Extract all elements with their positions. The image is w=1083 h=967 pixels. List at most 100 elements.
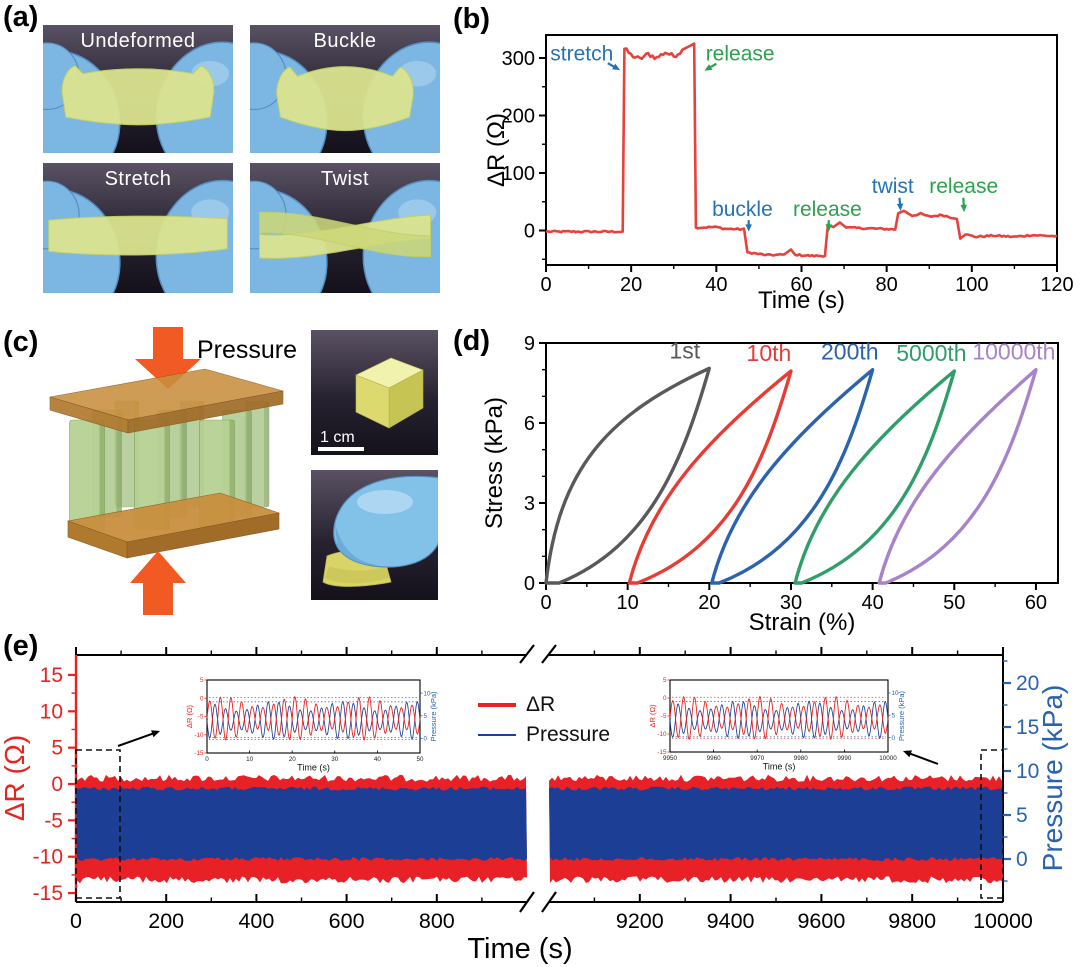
scale-bar	[318, 447, 364, 451]
diagram-c-pressure-schematic: Pressure	[49, 327, 297, 615]
c-pillar-shade	[116, 410, 122, 517]
e-axis-break	[519, 644, 535, 664]
e-left-tick-label: 15	[40, 664, 63, 687]
e-right-tick-label: 20	[1016, 672, 1039, 695]
e-inset-left-left-tick-label: -10	[194, 732, 204, 739]
e-inset-left-x-tick-label: 0	[205, 756, 209, 763]
e-inset-right-left-axis-title: ΔR (Ω)	[648, 704, 657, 728]
e-x-tick-label: 400	[238, 909, 274, 933]
e-inset-right-left-tick-label: -15	[657, 749, 667, 756]
e-inset-right-x-tick-label: 9980	[794, 755, 809, 762]
c-pressure-arrow-down	[153, 327, 183, 359]
d-x-axis-title: Strain (%)	[749, 609, 856, 636]
e-right-axis-title: Pressure (kPa)	[1037, 685, 1068, 872]
arrow-line	[906, 751, 939, 765]
d-y-tick-label: 0	[524, 573, 535, 595]
e-inset-right-right-axis-title: Pressure (kPa)	[897, 690, 906, 741]
photo-twist-image	[250, 163, 440, 293]
e-x-tick-label: 0	[70, 909, 82, 933]
e-x-tick-label: 9400	[707, 909, 755, 933]
e-x-tick-label: 200	[148, 909, 184, 933]
e-axis-break	[541, 891, 557, 913]
e-pressure-band	[549, 786, 1003, 861]
arrow-head	[825, 224, 833, 232]
b-y-tick-label: 300	[502, 48, 535, 70]
e-inset-right-x-tick-label: 10000	[879, 755, 897, 762]
d-series-label-200th: 200th	[821, 339, 879, 365]
d-series-label-1st: 1st	[669, 337, 700, 363]
arrow-head	[704, 64, 713, 71]
c-diagram-shape	[127, 390, 284, 434]
panel-c-label: (c)	[3, 326, 39, 358]
b-x-tick-label: 60	[790, 274, 812, 296]
pressed-cube-shade	[325, 566, 389, 584]
photo-cube-image: 1 cm	[311, 330, 438, 455]
sample-strip	[48, 215, 228, 256]
d-series-label-5000th: 5000th	[896, 340, 966, 366]
e-inset-right-right-tick-label: 5	[892, 712, 896, 719]
c-pillar-shade	[181, 410, 187, 517]
e-left-tick-label: -5	[44, 809, 63, 832]
e-inset-left-right-tick-label: 0	[424, 736, 428, 743]
e-inset-right-x-tick-label: 9960	[707, 755, 722, 762]
e-zoom-box-right	[980, 749, 1004, 899]
b-x-tick-label: 100	[955, 274, 988, 296]
b-annotation-buckle: buckle	[712, 198, 773, 221]
c-pillar	[69, 419, 105, 531]
sample-strip	[276, 66, 414, 132]
b-y-axis-title: ΔR (Ω)	[483, 113, 510, 187]
b-annotation-release: release	[929, 175, 998, 198]
b-x-tick-label: 40	[705, 274, 727, 296]
e-inset-right-right-tick-label: 10	[892, 690, 900, 697]
d-loop-5000th	[793, 369, 956, 585]
e-left-tick-label: -15	[33, 882, 63, 905]
arrow-line	[117, 731, 157, 747]
b-series-dR	[545, 42, 1058, 258]
photo-stretch-image	[43, 163, 233, 293]
c-diagram-shape	[135, 359, 201, 389]
legend-pressure-line	[478, 733, 516, 737]
e-left-tick-label: -10	[33, 846, 63, 869]
b-annotation-stretch: stretch	[550, 42, 613, 65]
photo-twist: Twist	[250, 163, 440, 293]
photo-stretch-label: Stretch	[104, 168, 172, 190]
legend-dr-line	[478, 703, 516, 707]
sample-strip	[61, 65, 215, 126]
e-left-tick-label: 0	[51, 773, 63, 796]
c-diagram-shape	[126, 512, 280, 559]
photo-cube: 1 cm	[311, 330, 438, 455]
e-inset-left-right-tick-label: 10	[424, 690, 432, 697]
arrow-head	[896, 203, 904, 211]
e-left-tick-label: 5	[51, 737, 63, 760]
d-x-tick-label: 40	[862, 592, 884, 614]
e-inset-right-left-tick-label: 0	[663, 695, 667, 702]
e-axis-break	[519, 891, 535, 913]
c-pillar-shade	[246, 410, 252, 517]
c-pillar-shade	[229, 420, 235, 530]
cube-face	[355, 374, 390, 429]
d-x-tick-label: 60	[1025, 592, 1047, 614]
d-plot-frame	[545, 342, 1059, 584]
c-diagram-shape	[130, 551, 186, 583]
e-inset-left-left-tick-label: 5	[200, 677, 204, 684]
photo-buckle-label: Buckle	[313, 30, 377, 52]
panel-e-label: (e)	[3, 630, 39, 662]
panel-b-label: (b)	[453, 3, 491, 35]
b-x-axis-title: Time (s)	[758, 287, 845, 314]
photo-buckle: Buckle	[250, 25, 440, 153]
b-y-tick-label: 100	[502, 163, 535, 185]
b-x-tick-label: 0	[540, 274, 551, 296]
arrow-head	[745, 224, 752, 232]
e-inset-left-x-tick-label: 30	[331, 756, 339, 763]
b-x-tick-label: 20	[620, 274, 642, 296]
e-x-tick-label: 9800	[888, 909, 936, 933]
e-x-tick-label: 10000	[973, 909, 1033, 933]
panel-d-label: (d)	[453, 325, 491, 357]
e-inset-right-x-tick-label: 9990	[837, 755, 852, 762]
arrow-head	[612, 63, 621, 71]
e-inset-right-left-tick-label: -5	[661, 713, 667, 720]
e-right-tick-label: 10	[1016, 760, 1039, 783]
b-y-tick-label: 200	[502, 106, 535, 128]
b-x-tick-label: 120	[1040, 274, 1073, 296]
